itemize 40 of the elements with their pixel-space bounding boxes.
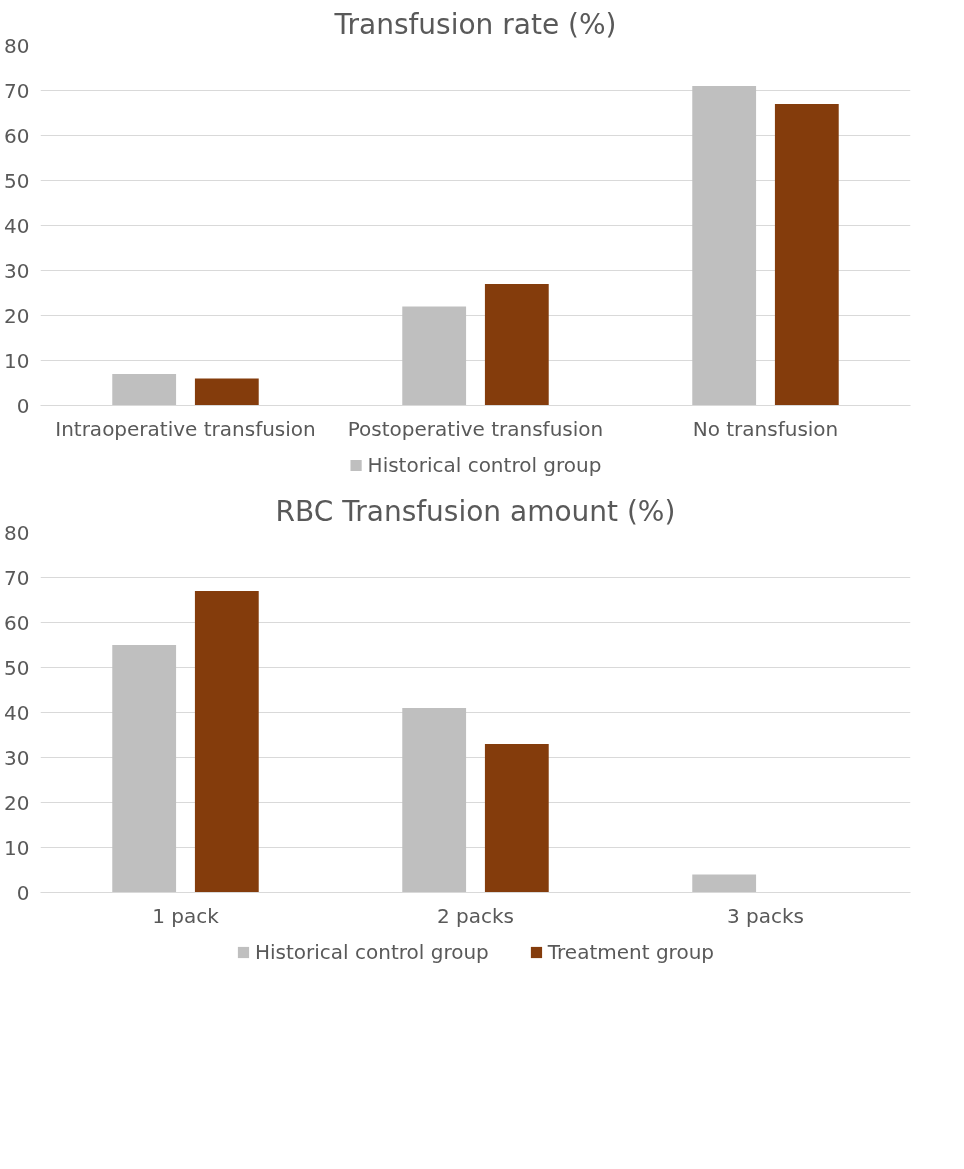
bar — [692, 86, 757, 406]
bar — [774, 104, 839, 406]
x-tick-label: 2 packs — [436, 903, 515, 928]
y-tick-label: 50 — [4, 168, 30, 193]
legend-label: Treatment group — [547, 940, 715, 964]
x-tick-label: 1 pack — [152, 903, 220, 928]
x-tick-label: Intraoperative transfusion — [55, 416, 316, 441]
y-tick-label: 0 — [16, 393, 30, 418]
x-tick-label: 3 packs — [726, 903, 805, 928]
bar — [112, 374, 177, 406]
y-tick-label: 20 — [4, 790, 30, 815]
y-tick-label: 60 — [4, 123, 30, 148]
chart-title: RBC Transfusion amount (%) — [275, 494, 676, 528]
y-tick-label: 10 — [4, 348, 30, 373]
x-tick-label: Postoperative transfusion — [347, 416, 604, 441]
bar — [402, 708, 467, 893]
y-tick-label: 80 — [4, 520, 30, 545]
y-tick-label: 40 — [4, 213, 30, 238]
bar — [484, 284, 549, 406]
y-tick-label: 10 — [4, 835, 30, 860]
y-tick-label: 40 — [4, 700, 30, 725]
bar — [194, 378, 259, 406]
y-tick-label: 20 — [4, 303, 30, 328]
y-tick-label: 30 — [4, 258, 30, 283]
y-tick-label: 60 — [4, 610, 30, 635]
y-tick-label: 50 — [4, 655, 30, 680]
y-tick-label: 80 — [4, 33, 30, 58]
chart-title: Transfusion rate (%) — [333, 7, 617, 41]
y-tick-label: 70 — [4, 565, 30, 590]
legend-label: Historical control group — [367, 453, 602, 477]
bar — [194, 591, 259, 893]
bar — [692, 874, 757, 893]
legend-label: Historical control group — [254, 940, 489, 964]
y-tick-label: 0 — [16, 880, 30, 905]
bar — [402, 306, 467, 406]
y-tick-label: 30 — [4, 745, 30, 770]
x-tick-label: No transfusion — [692, 416, 839, 441]
bar — [484, 744, 549, 893]
bar — [112, 645, 177, 893]
y-tick-label: 70 — [4, 78, 30, 103]
